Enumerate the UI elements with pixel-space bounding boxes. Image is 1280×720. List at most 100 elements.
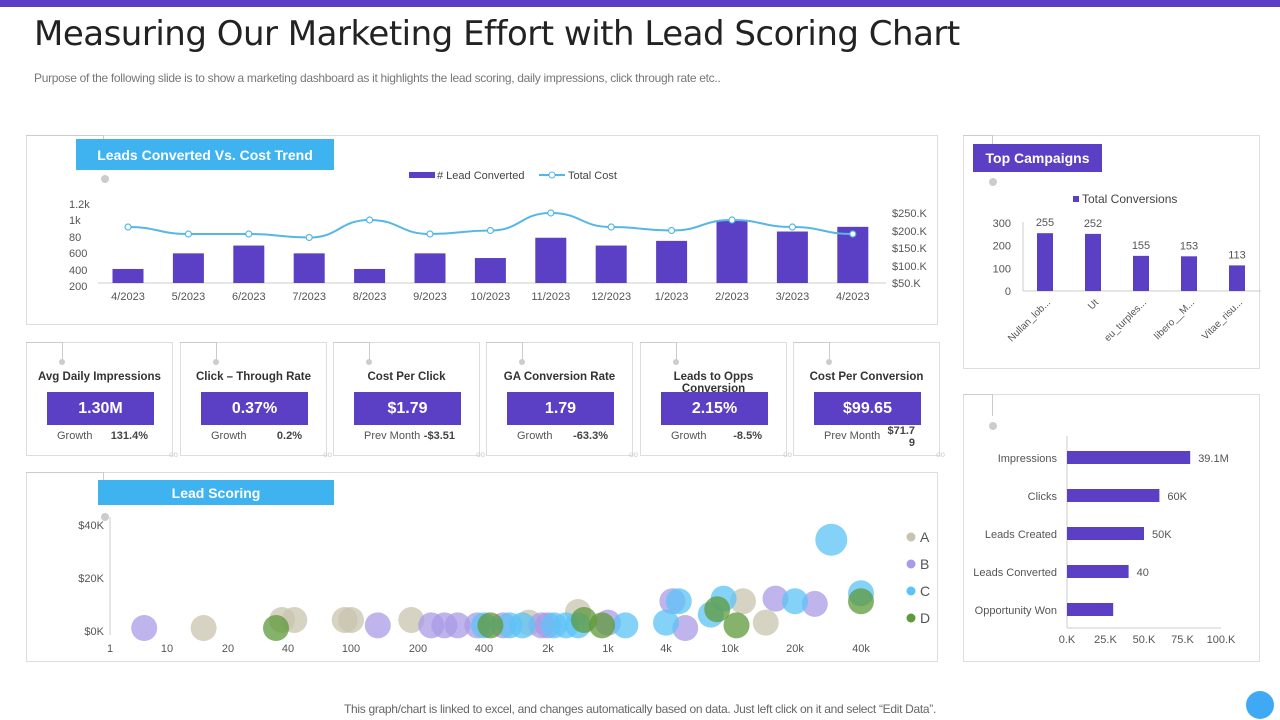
total-cost-point <box>366 216 374 224</box>
total-cost-point <box>849 230 857 238</box>
legend-dot-c <box>906 586 916 596</box>
bar-lead-converted <box>414 253 446 283</box>
kpi-knob-decoration <box>673 359 679 365</box>
legend-label-b: B <box>920 556 929 572</box>
bar-lead-converted <box>716 220 748 283</box>
total-cost-point <box>184 230 192 238</box>
legend-label: Total Conversions <box>1082 192 1177 206</box>
kpi-knob-decoration <box>519 359 525 365</box>
top-campaigns-header: Top Campaigns <box>973 144 1102 172</box>
panel-corner-decoration <box>963 394 993 416</box>
campaign-x-label: Nullan_lob... <box>1006 297 1053 344</box>
funnel-category-label: Opportunity Won <box>975 605 1057 617</box>
kpi-delta: -$3.51 <box>423 430 455 442</box>
kpi-end-decoration: oo <box>783 450 792 459</box>
y-axis-tick: $20K <box>78 573 104 585</box>
kpi-value: 2.15% <box>661 392 768 425</box>
campaign-bar <box>1037 233 1053 291</box>
left-axis-tick: 80 <box>69 232 81 244</box>
top-accent-bar <box>0 0 1280 7</box>
bubble-c <box>509 612 536 639</box>
campaign-data-label: 155 <box>1132 240 1150 252</box>
x-axis-tick: 100 <box>342 643 360 655</box>
bubble-b <box>801 590 828 617</box>
kpi-delta: -8.5% <box>733 430 762 442</box>
bubble-c <box>815 523 848 556</box>
y-axis-tick: 300 <box>993 218 1011 230</box>
right-axis-tick: $150.K <box>892 243 928 255</box>
bubble-a <box>190 615 217 641</box>
legend-label-a: A <box>920 529 930 545</box>
campaign-x-label: Vitae_risu... <box>1200 297 1245 342</box>
funnel-data-label: 40 <box>1137 567 1149 579</box>
lead-scoring-header: Lead Scoring <box>98 480 334 505</box>
bubble-a <box>398 606 425 633</box>
right-axis-tick: $200.K <box>892 226 928 238</box>
x-axis-tick: 1k <box>602 643 614 655</box>
x-axis-tick: 20 <box>222 643 234 655</box>
bubble-c <box>612 612 639 639</box>
kpi-sub-label: Growth <box>671 430 707 442</box>
total-cost-point <box>486 226 494 235</box>
action-circle-button[interactable] <box>1246 691 1274 719</box>
bar-lead-converted <box>233 245 265 283</box>
bar-lead-converted <box>293 253 325 283</box>
bubble-a <box>730 588 756 615</box>
bubble-c <box>665 588 692 615</box>
kpi-card: Cost Per Click $1.79 Prev Month -$3.51 oo <box>333 342 485 459</box>
bubble-d <box>589 612 615 639</box>
left-axis-tick: 600 <box>69 248 87 260</box>
kpi-label: Click – Through Rate <box>195 371 312 383</box>
kpi-delta: $71.79 <box>887 425 915 449</box>
bubble-b <box>131 615 158 641</box>
x-axis-tick: 2k <box>542 643 554 655</box>
campaign-x-label: eu_turples... <box>1102 297 1149 344</box>
kpi-sub-label: Prev Month <box>824 430 881 442</box>
kpi-end-decoration: oo <box>323 450 332 459</box>
x-axis-tick: 200 <box>409 643 427 655</box>
y-axis-tick: $40K <box>78 520 104 532</box>
campaign-data-label: 252 <box>1084 218 1102 230</box>
kpi-value: 1.79 <box>507 392 614 425</box>
kpi-delta: 131.4% <box>110 430 148 442</box>
x-axis-tick: 4k <box>660 643 672 655</box>
funnel-data-label: 39.1M <box>1198 453 1229 465</box>
x-axis-tick: 12/2023 <box>591 291 631 303</box>
left-axis-tick: 200 <box>69 281 87 293</box>
panel-knob-decoration <box>101 175 109 183</box>
panel-knob-decoration <box>101 513 109 521</box>
y-axis-tick: 100 <box>993 263 1011 275</box>
kpi-corner-decoration <box>793 342 830 360</box>
bar-lead-converted <box>172 253 204 283</box>
trend-panel-header: Leads Converted Vs. Cost Trend <box>76 139 334 170</box>
total-cost-point <box>607 223 615 231</box>
funnel-data-label: 50K <box>1152 529 1172 541</box>
total-cost-point <box>547 209 555 217</box>
x-axis-tick: 10 <box>161 643 173 655</box>
legend-label-d: D <box>920 610 930 626</box>
x-axis-tick: 40 <box>282 643 294 655</box>
x-axis-tick: 25.K <box>1094 634 1117 646</box>
bar-lead-converted <box>656 240 688 283</box>
campaign-bar <box>1085 233 1101 291</box>
x-axis-tick: 8/2023 <box>353 291 387 303</box>
x-axis-tick: 100.K <box>1207 634 1236 646</box>
kpi-value: 0.37% <box>201 392 308 425</box>
kpi-end-decoration: oo <box>476 450 485 459</box>
x-axis-tick: 10/2023 <box>471 291 511 303</box>
funnel-bar <box>1067 489 1160 502</box>
x-axis-tick: 5/2023 <box>172 291 206 303</box>
right-axis-tick: $50.K <box>892 278 921 290</box>
right-axis-tick: $250.K <box>892 208 928 220</box>
kpi-corner-decoration <box>333 342 370 360</box>
total-cost-point <box>667 226 676 235</box>
lead-scoring-chart: $0K $20K $40K 1 10 20 40 100 200 400 2k 1k 4k 10k 20k 4… <box>78 517 930 655</box>
kpi-card: Click – Through Rate 0.37% Growth 0.2% oo <box>180 342 332 459</box>
funnel-category-label: Clicks <box>1028 491 1058 503</box>
funnel-bar <box>1067 565 1129 578</box>
kpi-sub-label: Growth <box>57 430 93 442</box>
bubble-b <box>762 585 789 612</box>
total-cost-point <box>245 230 253 238</box>
y-axis-tick: 0 <box>1005 286 1011 298</box>
x-axis-tick: 6/2023 <box>232 291 266 303</box>
